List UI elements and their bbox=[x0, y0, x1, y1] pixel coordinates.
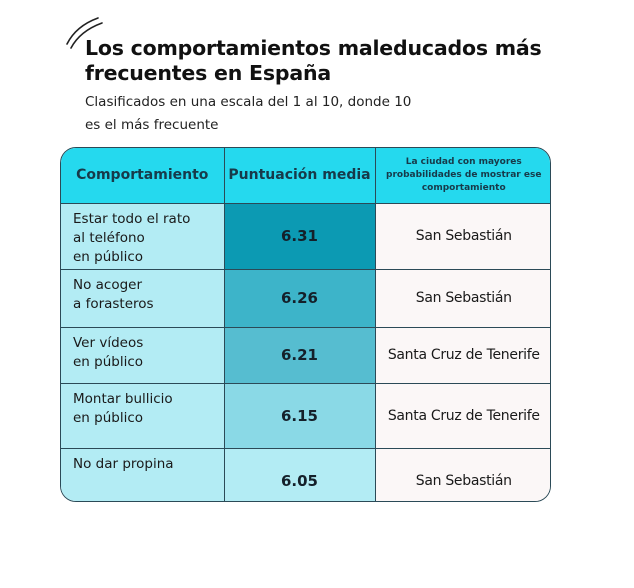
table-row: Montar bullicio en público 6.15 Santa Cr… bbox=[61, 382, 550, 449]
table-row: No dar propina 6.05 San Sebastián bbox=[61, 447, 550, 501]
behavior-cell: Montar bullicio en público bbox=[61, 382, 225, 449]
table-row: Estar todo el rato al teléfono en públic… bbox=[61, 202, 550, 270]
table-header-row: Comportamiento Puntuación media La ciuda… bbox=[61, 148, 550, 204]
score-cell: 6.05 bbox=[223, 447, 376, 501]
score-cell: 6.15 bbox=[223, 382, 376, 449]
behavior-cell: Ver vídeos en público bbox=[61, 326, 225, 384]
city-cell: Santa Cruz de Tenerife bbox=[374, 382, 550, 449]
double-slash-lines-icon bbox=[66, 17, 103, 49]
subtitle-line-1: Clasificados en una escala del 1 al 10, … bbox=[85, 94, 412, 110]
behavior-cell: No dar propina bbox=[61, 447, 225, 501]
score-cell: 6.26 bbox=[223, 268, 376, 328]
column-header-city: La ciudad con mayores probabilidades de … bbox=[374, 148, 550, 204]
city-cell: San Sebastián bbox=[374, 202, 550, 270]
page-title: Los comportamientos maleducados más frec… bbox=[85, 36, 542, 85]
score-cell: 6.21 bbox=[223, 326, 376, 384]
city-cell: San Sebastián bbox=[374, 268, 550, 328]
column-header-score: Puntuación media bbox=[223, 148, 376, 204]
subtitle: Clasificados en una escala del 1 al 10, … bbox=[85, 91, 545, 137]
behavior-cell: No acoger a forasteros bbox=[61, 268, 225, 328]
column-header-behavior: Comportamiento bbox=[61, 148, 225, 204]
score-cell: 6.31 bbox=[223, 202, 376, 270]
behavior-cell: Estar todo el rato al teléfono en públic… bbox=[61, 202, 225, 270]
ranking-table: Comportamiento Puntuación media La ciuda… bbox=[60, 147, 551, 502]
city-cell: Santa Cruz de Tenerife bbox=[374, 326, 550, 384]
table-row: Ver vídeos en público 6.21 Santa Cruz de… bbox=[61, 326, 550, 384]
city-cell: San Sebastián bbox=[374, 447, 550, 501]
subtitle-line-2: es el más frecuente bbox=[85, 117, 219, 133]
table-row: No acoger a forasteros 6.26 San Sebastiá… bbox=[61, 268, 550, 328]
